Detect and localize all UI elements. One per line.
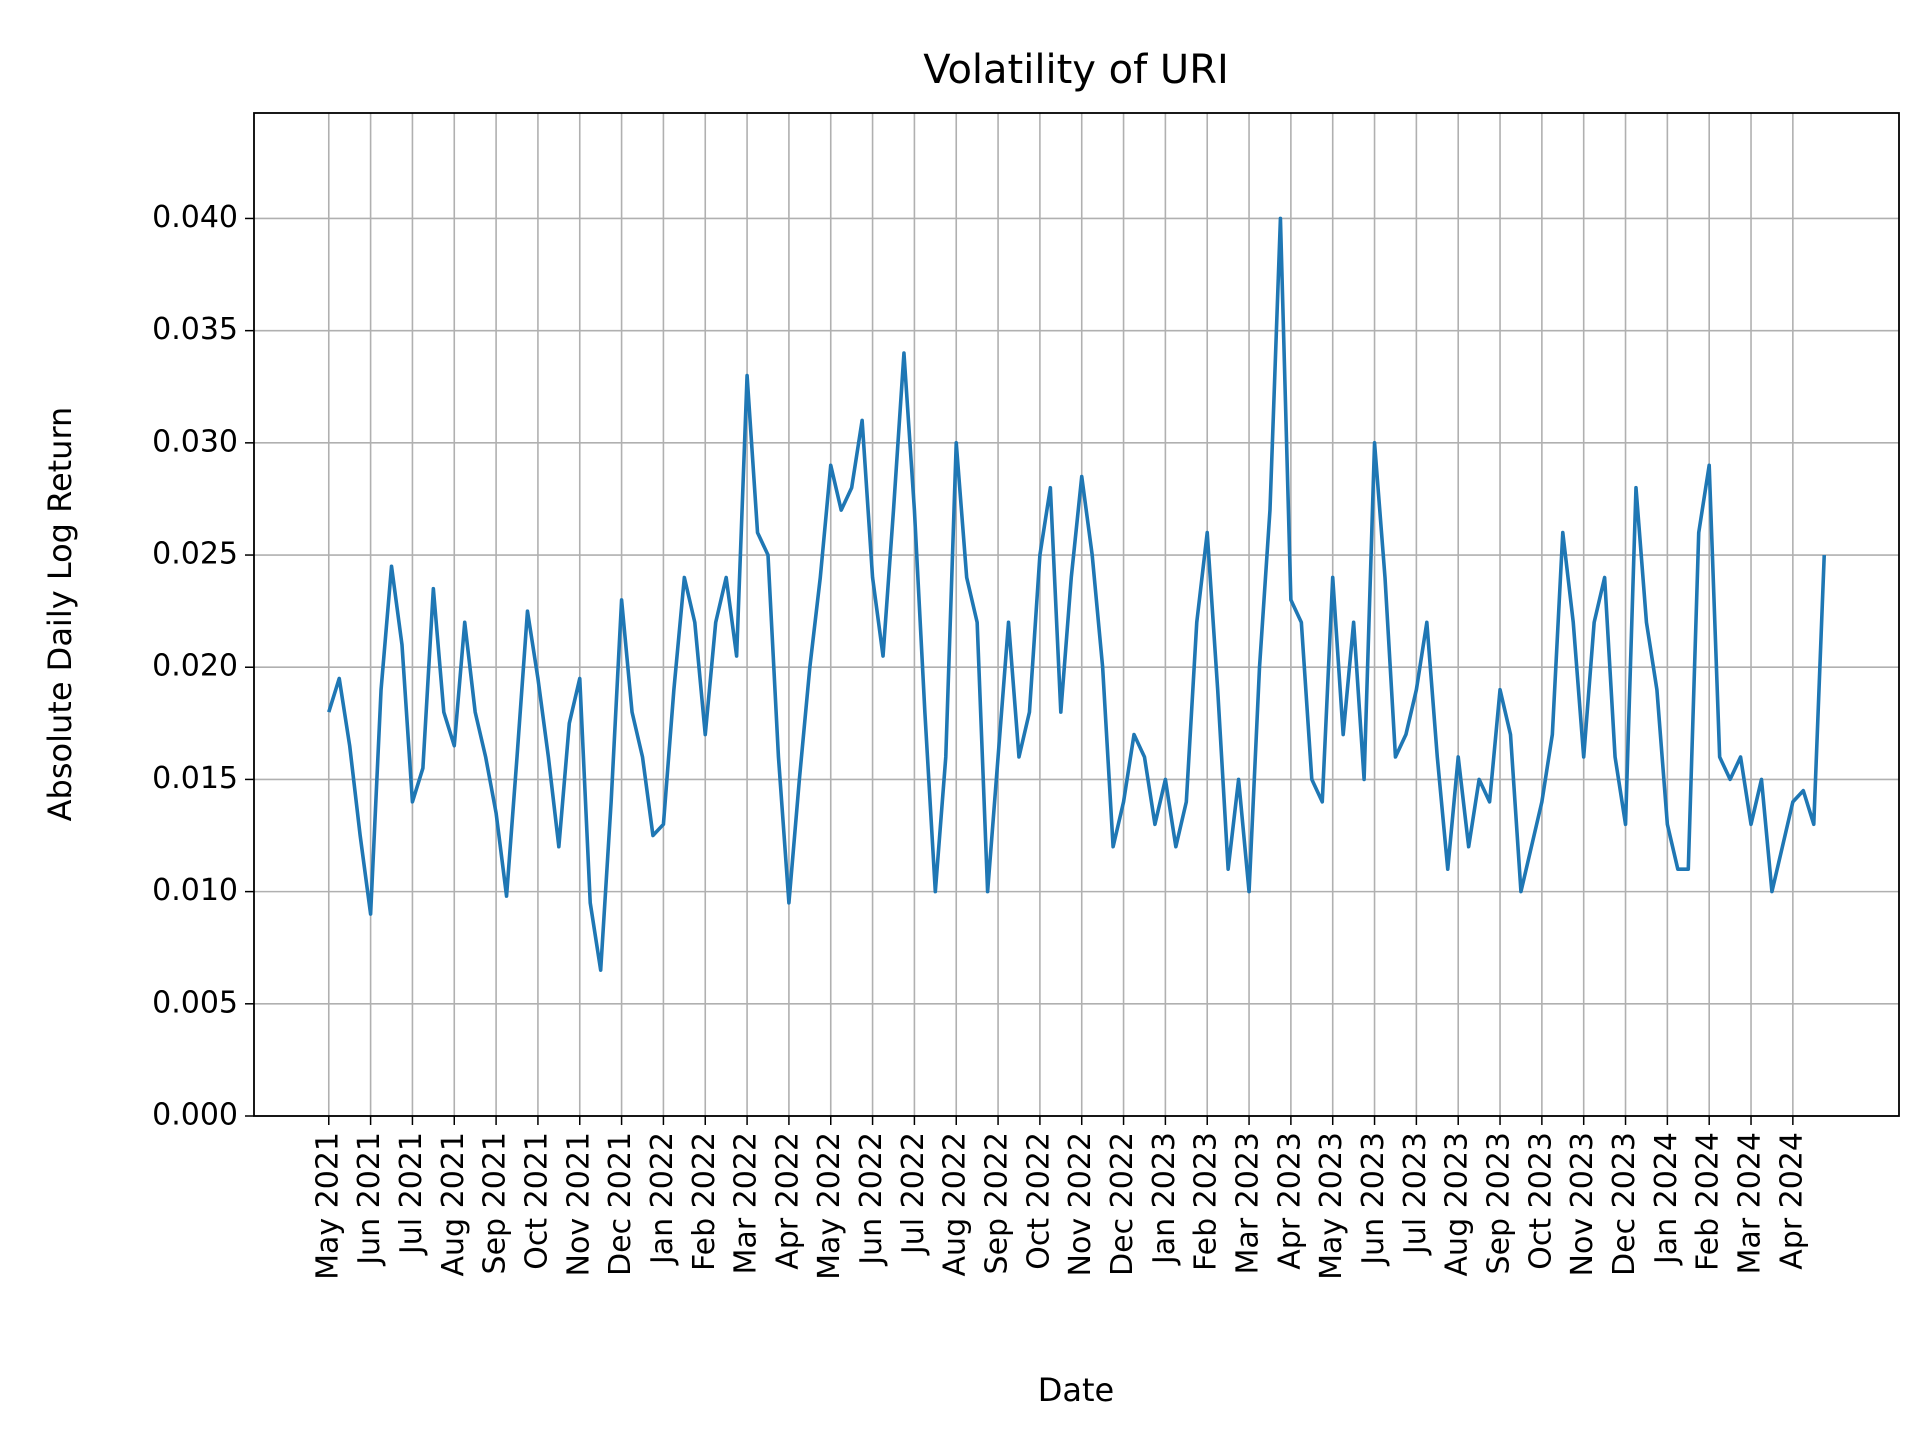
x-tick-label: Sep 2021	[478, 1132, 513, 1274]
x-tick-label: Oct 2023	[1523, 1132, 1558, 1270]
x-tick-label: Jul 2023	[1398, 1132, 1433, 1256]
x-tick-label: Aug 2022	[938, 1132, 973, 1276]
x-tick-label: Apr 2022	[770, 1132, 805, 1270]
y-tick-label: 0.000	[152, 1098, 238, 1133]
x-tick-label: Oct 2021	[519, 1132, 554, 1270]
x-tick-label: Mar 2022	[729, 1132, 764, 1275]
y-axis-label: Absolute Daily Log Return	[41, 407, 79, 822]
y-tick-label: 0.010	[152, 873, 238, 908]
x-tick-label: Jul 2022	[896, 1132, 931, 1256]
y-tick-label: 0.005	[152, 985, 238, 1020]
x-tick-label: May 2023	[1314, 1132, 1349, 1280]
x-tick-label: Jun 2023	[1356, 1132, 1391, 1267]
x-tick-label: Mar 2023	[1231, 1132, 1266, 1275]
y-tick-label: 0.035	[152, 312, 238, 347]
x-axis-label: Date	[1038, 1371, 1114, 1409]
x-tick-label: Sep 2023	[1482, 1132, 1517, 1274]
x-tick-label: Nov 2023	[1565, 1132, 1600, 1276]
y-tick-label: 0.030	[152, 424, 238, 459]
x-tick-label: Nov 2021	[561, 1132, 596, 1276]
x-tick-label: Dec 2021	[603, 1132, 638, 1276]
x-tick-label: Feb 2023	[1189, 1132, 1224, 1271]
x-tick-label: Dec 2023	[1607, 1132, 1642, 1276]
y-tick-label: 0.020	[152, 649, 238, 684]
x-tick-label: Nov 2022	[1063, 1132, 1098, 1276]
x-tick-label: Jan 2023	[1147, 1132, 1182, 1266]
x-tick-label: Jun 2021	[352, 1132, 387, 1267]
y-tick-label: 0.025	[152, 537, 238, 572]
x-tick-label: Jul 2021	[394, 1132, 429, 1256]
x-tick-label: Feb 2024	[1691, 1132, 1726, 1271]
data-line	[327, 216, 1827, 972]
x-tick-label: Sep 2022	[980, 1132, 1015, 1274]
axes-frame	[253, 112, 1900, 1117]
x-tick-label: Feb 2022	[687, 1132, 722, 1271]
x-tick-label: May 2021	[310, 1132, 345, 1280]
x-tick-label: Dec 2022	[1105, 1132, 1140, 1276]
y-tick-label: 0.040	[152, 200, 238, 235]
x-tick-label: Jan 2022	[645, 1132, 680, 1266]
x-tick-label: Mar 2024	[1733, 1132, 1768, 1275]
x-tick-label: Aug 2021	[436, 1132, 471, 1276]
x-tick-label: Apr 2023	[1272, 1132, 1307, 1270]
y-tick-label: 0.015	[152, 761, 238, 796]
x-tick-label: May 2022	[812, 1132, 847, 1280]
x-tick-label: Jan 2024	[1649, 1132, 1684, 1266]
x-tick-label: Apr 2024	[1774, 1132, 1809, 1270]
x-tick-label: Jun 2022	[854, 1132, 889, 1267]
x-tick-label: Aug 2023	[1440, 1132, 1475, 1276]
x-tick-label: Oct 2022	[1021, 1132, 1056, 1270]
chart-title: Volatility of URI	[923, 47, 1229, 93]
